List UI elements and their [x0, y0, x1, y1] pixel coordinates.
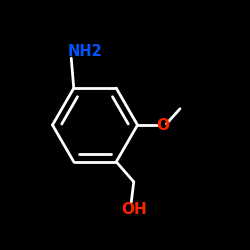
Text: NH2: NH2 — [68, 44, 102, 60]
Text: OH: OH — [121, 202, 146, 217]
Text: O: O — [156, 118, 169, 132]
